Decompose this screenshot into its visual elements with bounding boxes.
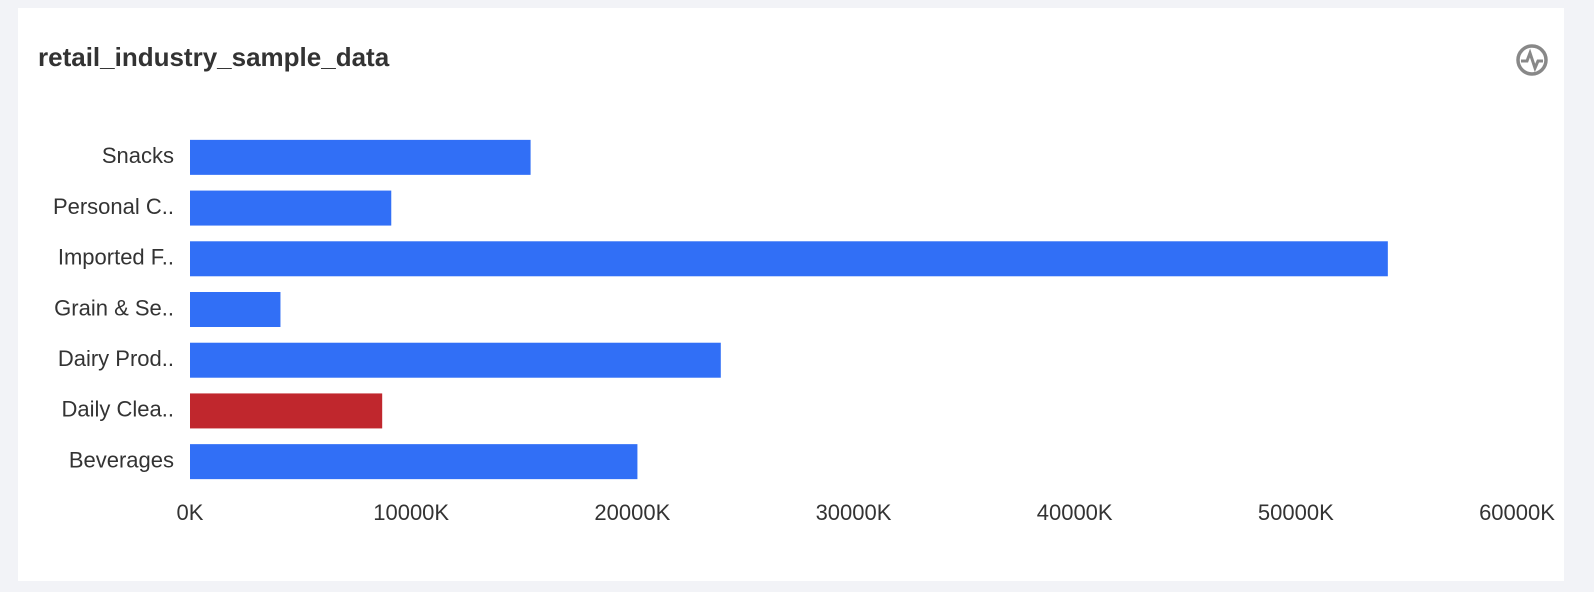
- y-tick-label: Snacks: [102, 143, 174, 168]
- menu-icon[interactable]: [1516, 44, 1548, 76]
- x-tick-label: 30000K: [816, 500, 892, 525]
- x-tick-label: 20000K: [594, 500, 670, 525]
- y-tick-label: Beverages: [69, 447, 174, 472]
- chart-title: retail_industry_sample_data: [38, 42, 390, 72]
- bar: [190, 190, 392, 226]
- x-tick-label: 60000K: [1479, 500, 1555, 525]
- x-tick-label: 50000K: [1258, 500, 1334, 525]
- x-tick-label: 10000K: [373, 500, 449, 525]
- bar: [190, 241, 1388, 277]
- x-tick-label: 0K: [177, 500, 204, 525]
- bar: [190, 342, 721, 378]
- y-tick-label: Daily Clea..: [62, 397, 174, 422]
- y-tick-label: Dairy Prod..: [58, 346, 174, 371]
- y-tick-label: Grain & Se..: [54, 295, 174, 320]
- y-tick-label: Personal C..: [53, 194, 174, 219]
- bar: [190, 444, 638, 480]
- x-tick-label: 40000K: [1037, 500, 1113, 525]
- bar: [190, 393, 383, 429]
- bar: [190, 139, 531, 175]
- bar: [190, 292, 281, 327]
- y-tick-label: Imported F..: [58, 245, 174, 270]
